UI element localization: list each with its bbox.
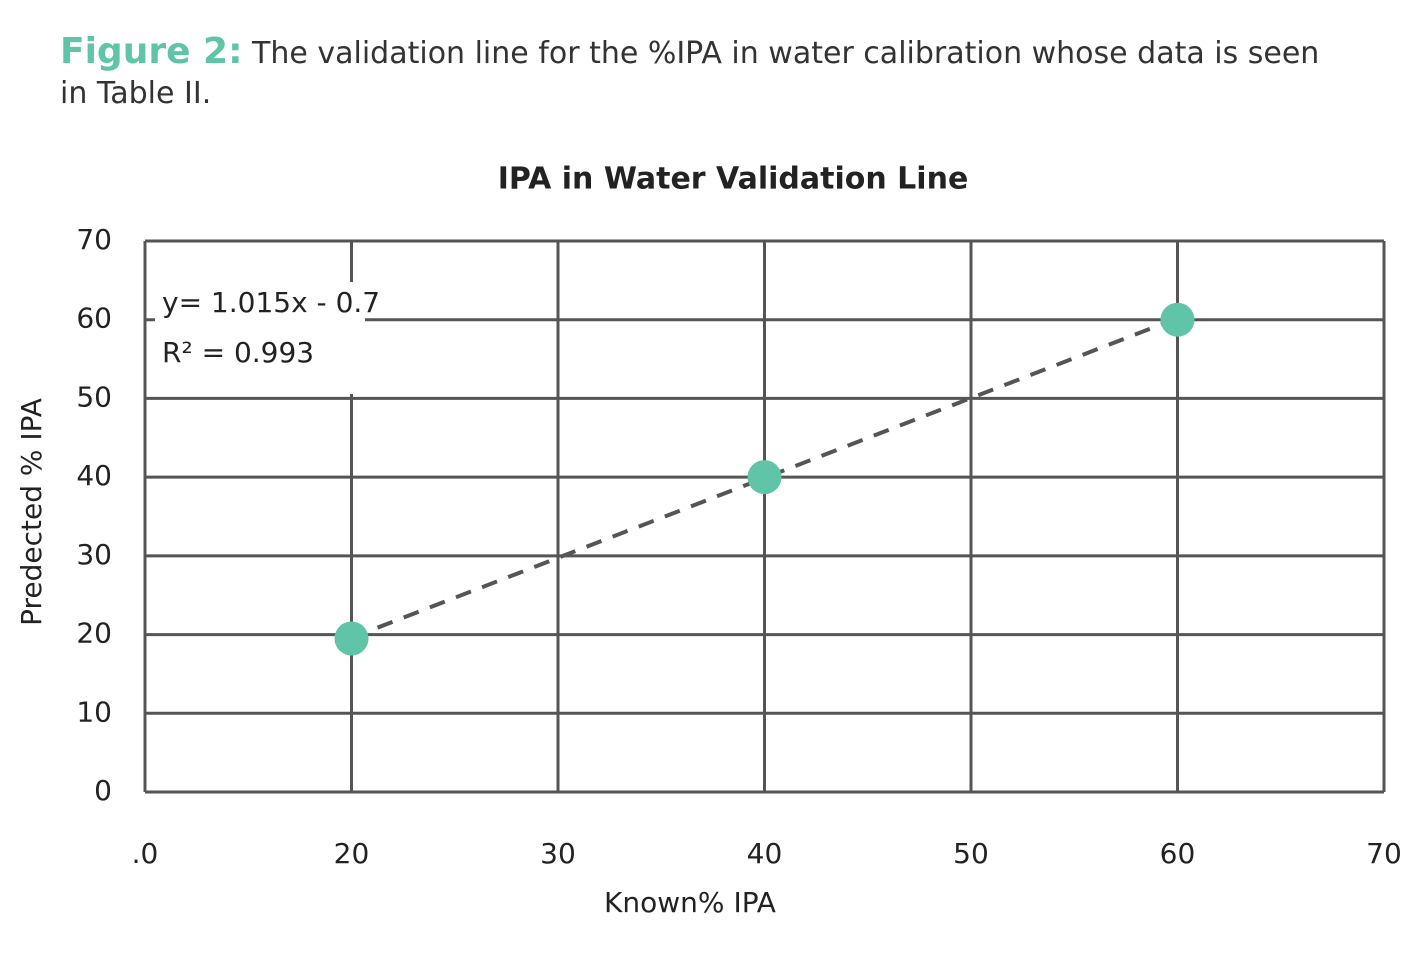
x-tick-label: .0 — [132, 837, 159, 870]
y-tick-label: 70 — [76, 223, 112, 256]
caption-label: Figure 2: — [60, 31, 243, 72]
x-tick-label: 40 — [747, 837, 783, 870]
y-tick-label: 30 — [76, 538, 112, 571]
y-tick-label: 10 — [76, 695, 112, 728]
y-tick-label: 60 — [76, 302, 112, 335]
caption-text: The validation line for the %IPA in wate… — [60, 36, 1320, 111]
x-axis-label: Known% IPA — [604, 886, 776, 919]
annotation: R² = 0.993 — [162, 336, 314, 369]
trendline — [350, 316, 1179, 640]
x-tick-label: 60 — [1160, 837, 1196, 870]
point — [334, 621, 369, 656]
caption: Figure 2: The validation line for the %I… — [60, 32, 1340, 114]
x-tick-label: 20 — [334, 837, 370, 870]
y-tick-label: 50 — [76, 380, 112, 413]
y-axis-label: Predected % IPA — [15, 398, 48, 626]
chart-title: IPA in Water Validation Line — [498, 162, 969, 197]
annotation-box — [155, 282, 365, 394]
y-tick-label: 20 — [76, 617, 112, 650]
y-tick-label: 0 — [94, 774, 112, 807]
x-tick-label: 70 — [1366, 837, 1402, 870]
y-tick-label: 40 — [76, 459, 112, 492]
x-tick-label: 30 — [540, 837, 576, 870]
point — [1160, 302, 1195, 337]
point — [747, 460, 782, 495]
x-tick-label: 50 — [953, 837, 989, 870]
annotation: y= 1.015x - 0.7 — [162, 286, 380, 319]
